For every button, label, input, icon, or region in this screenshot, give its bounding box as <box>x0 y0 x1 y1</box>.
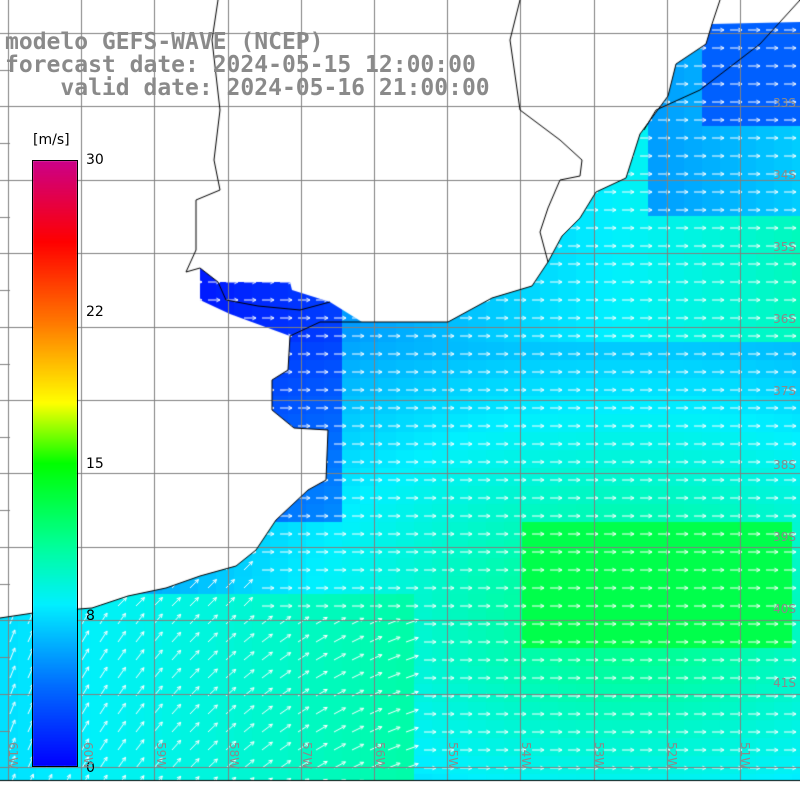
lat-label-39s: 39S <box>773 530 796 544</box>
lat-label-38s: 38S <box>773 458 796 472</box>
lat-label-41s: 41S <box>773 676 796 690</box>
lon-label-53w: 53W <box>592 742 606 770</box>
lat-label-40s: 40S <box>773 602 796 616</box>
lat-label-33s: 33S <box>773 96 796 110</box>
lon-label-55w: 55W <box>446 742 460 770</box>
lat-label-36s: 36S <box>773 312 796 326</box>
colorbar-tick-30: 30 <box>86 152 104 168</box>
lon-label-54w: 54W <box>519 742 533 770</box>
lat-label-37s: 37S <box>773 384 796 398</box>
colorbar-tick-15: 15 <box>86 456 104 472</box>
lat-label-35s: 35S <box>773 240 796 254</box>
colorbar <box>32 160 78 767</box>
lat-label-34s: 34S <box>773 168 796 182</box>
colorbar-tick-22: 22 <box>86 304 104 320</box>
lon-label-51w: 51W <box>738 742 752 770</box>
lon-label-60w: 60W <box>81 742 95 770</box>
lon-label-52w: 52W <box>665 742 679 770</box>
colorbar-units: [m/s] <box>33 132 70 148</box>
lon-label-59w: 59W <box>154 742 168 770</box>
colorbar-tick-0: 0 <box>86 760 95 776</box>
lon-label-58w: 58W <box>227 742 241 770</box>
colorbar-tick-8: 8 <box>86 608 95 624</box>
lon-label-56w: 56W <box>373 742 387 770</box>
title-forecast-date: forecast date: 2024-05-15 12:00:00 <box>5 52 476 78</box>
title-valid-date: valid date: 2024-05-16 21:00:00 <box>5 75 490 101</box>
lon-label-61w: 61W <box>6 742 20 770</box>
title-model: modelo GEFS-WAVE (NCEP) <box>5 29 324 55</box>
lon-label-57w: 57W <box>300 742 314 770</box>
